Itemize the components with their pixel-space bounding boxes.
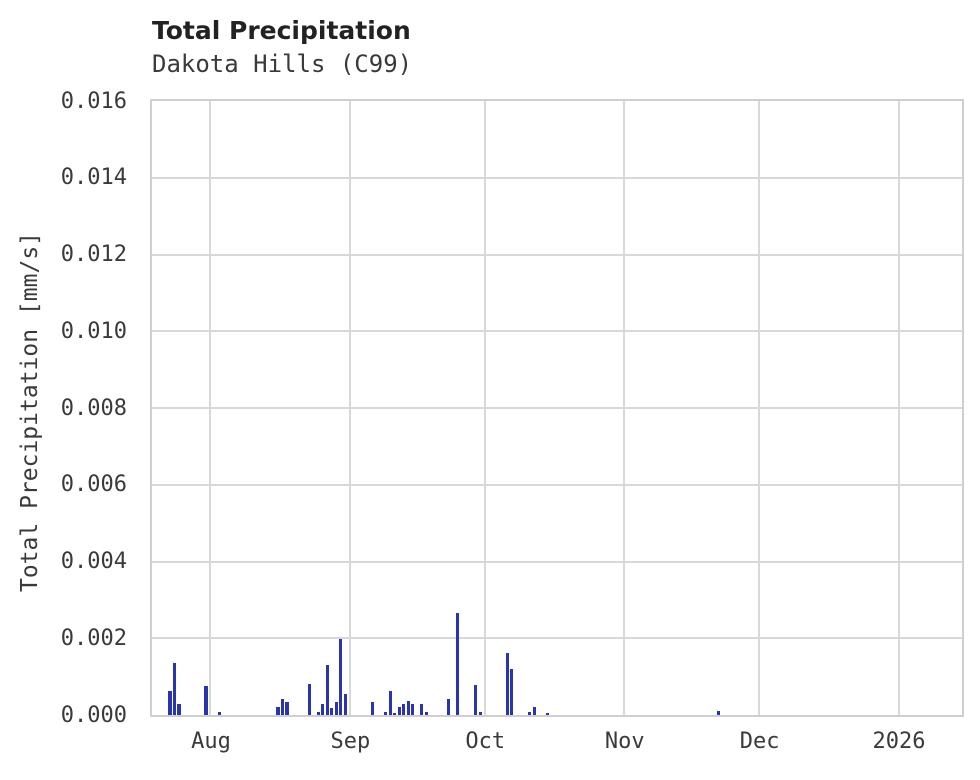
precip-bar	[343, 693, 347, 715]
precip-bar	[280, 698, 284, 715]
precip-bar	[478, 711, 482, 715]
precip-bar	[406, 701, 410, 715]
chart-title: Total Precipitation	[152, 16, 411, 45]
y-tick-label: 0.008	[60, 395, 127, 421]
x-tick-label: Nov	[604, 729, 645, 754]
precip-bar	[321, 703, 325, 715]
chart-subtitle: Dakota Hills (C99)	[152, 50, 413, 78]
precip-bar	[402, 703, 406, 715]
y-gridline	[152, 176, 962, 179]
y-tick-label: 0.014	[60, 165, 127, 191]
precip-bar	[168, 691, 172, 715]
y-tick-label: 0.002	[60, 625, 127, 651]
precip-bar	[717, 710, 721, 715]
precip-bar	[384, 712, 388, 715]
y-gridline	[152, 560, 962, 563]
x-gridline	[623, 101, 626, 715]
precip-bar	[172, 663, 177, 715]
precip-bar	[528, 711, 532, 715]
precip-bar	[217, 711, 222, 715]
x-tick-label: 2026	[872, 729, 926, 754]
x-tick-label: Oct	[465, 729, 506, 754]
y-tick-label: 0.004	[60, 549, 127, 574]
y-gridline	[152, 407, 962, 409]
y-gridline	[152, 483, 962, 486]
precip-bar	[177, 704, 181, 715]
x-gridline	[758, 101, 761, 715]
y-gridline	[152, 253, 962, 256]
precip-bar	[370, 701, 374, 715]
precip-bar	[546, 712, 550, 715]
x-gridline	[897, 101, 900, 715]
y-tick-label: 0.000	[60, 702, 127, 728]
precip-bar	[456, 612, 460, 715]
y-gridline	[152, 637, 962, 640]
precip-bar	[397, 706, 401, 715]
precip-bar	[339, 639, 343, 715]
precip-bar	[532, 706, 536, 715]
x-gridline	[209, 101, 212, 715]
precip-bar	[307, 684, 311, 715]
precip-bar	[204, 686, 208, 715]
precip-bar	[474, 685, 478, 715]
y-tick-label: 0.010	[60, 318, 127, 344]
precip-bar	[420, 704, 424, 715]
plot-area	[150, 99, 964, 717]
precip-bar	[325, 665, 329, 715]
x-gridline	[348, 101, 351, 715]
y-tick-label: 0.006	[60, 472, 127, 498]
y-gridline	[152, 330, 962, 333]
x-tick-label: Dec	[739, 729, 780, 754]
precip-bar	[393, 713, 397, 715]
precip-bar	[411, 703, 415, 715]
precip-bar	[510, 668, 514, 715]
y-tick-label: 0.012	[60, 242, 127, 267]
precip-bar	[505, 652, 509, 715]
precip-bar	[334, 701, 338, 715]
x-tick-label: Aug	[191, 729, 231, 754]
precip-bar	[424, 712, 428, 715]
precip-bar	[316, 711, 320, 715]
precip-bar	[447, 698, 451, 715]
x-gridline	[483, 101, 486, 715]
precip-bar	[330, 708, 334, 715]
y-tick-label: 0.016	[60, 88, 127, 114]
precip-bar	[285, 701, 289, 715]
precip-bar	[388, 691, 392, 715]
precip-bar	[276, 706, 280, 715]
x-tick-label: Sep	[330, 729, 371, 754]
